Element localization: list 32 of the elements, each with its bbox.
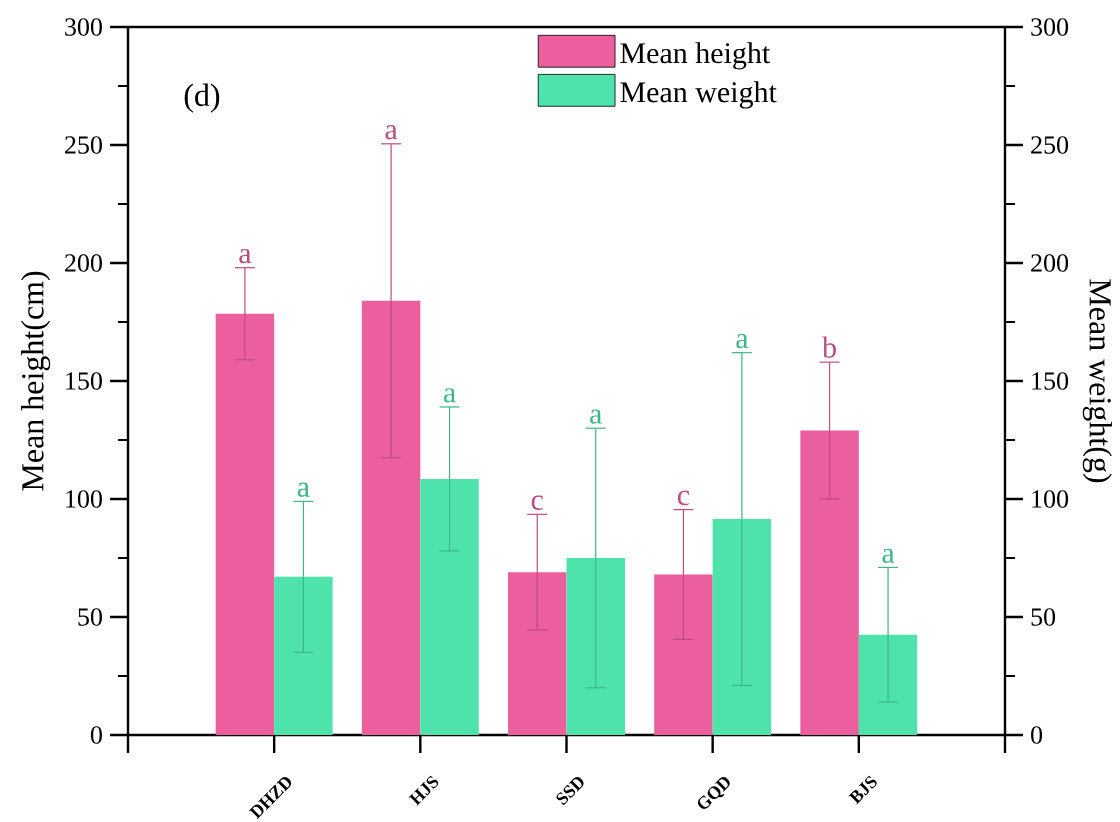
annotation: a bbox=[590, 409, 602, 424]
y-tick-label: 100 bbox=[66, 490, 102, 508]
annotation: c bbox=[677, 490, 690, 506]
y2-tick-label: 100 bbox=[1032, 490, 1069, 508]
y-tick-label: 0 bbox=[90, 726, 102, 744]
x-tick-label: BJS bbox=[848, 775, 877, 805]
y-tick-label: 150 bbox=[66, 372, 102, 390]
y2-tick-label: 250 bbox=[1031, 136, 1069, 154]
y-tick-label: 50 bbox=[78, 608, 102, 626]
y-tick-label: 250 bbox=[65, 136, 102, 154]
y-axis-title: Mean height(cm) bbox=[21, 271, 51, 491]
annotation: a bbox=[882, 548, 895, 564]
annotation: a bbox=[385, 125, 398, 140]
x-tick-label: HJS bbox=[408, 775, 439, 806]
annotation: (d) bbox=[184, 83, 220, 113]
annotation: c bbox=[531, 495, 543, 510]
y-tick-label: 200 bbox=[65, 254, 102, 272]
legend-label: Mean height bbox=[620, 42, 771, 70]
y2-tick-label: 300 bbox=[1031, 18, 1069, 36]
annotation: b bbox=[822, 336, 836, 358]
y2-tick-label: 150 bbox=[1032, 372, 1069, 390]
y-tick-label: 300 bbox=[65, 18, 102, 36]
annotation: a bbox=[239, 248, 252, 264]
annotation: a bbox=[443, 388, 456, 403]
annotation: a bbox=[736, 333, 749, 349]
y2-tick-label: 0 bbox=[1031, 726, 1043, 744]
y2-tick-label: 200 bbox=[1031, 254, 1069, 272]
y2-tick-label: 50 bbox=[1031, 608, 1056, 626]
x-tick-label: SSD bbox=[556, 777, 584, 806]
annotation: a bbox=[297, 482, 310, 497]
y2-axis-title: Mean weight(g) bbox=[1082, 279, 1112, 483]
legend-label: Mean weight bbox=[620, 81, 777, 109]
